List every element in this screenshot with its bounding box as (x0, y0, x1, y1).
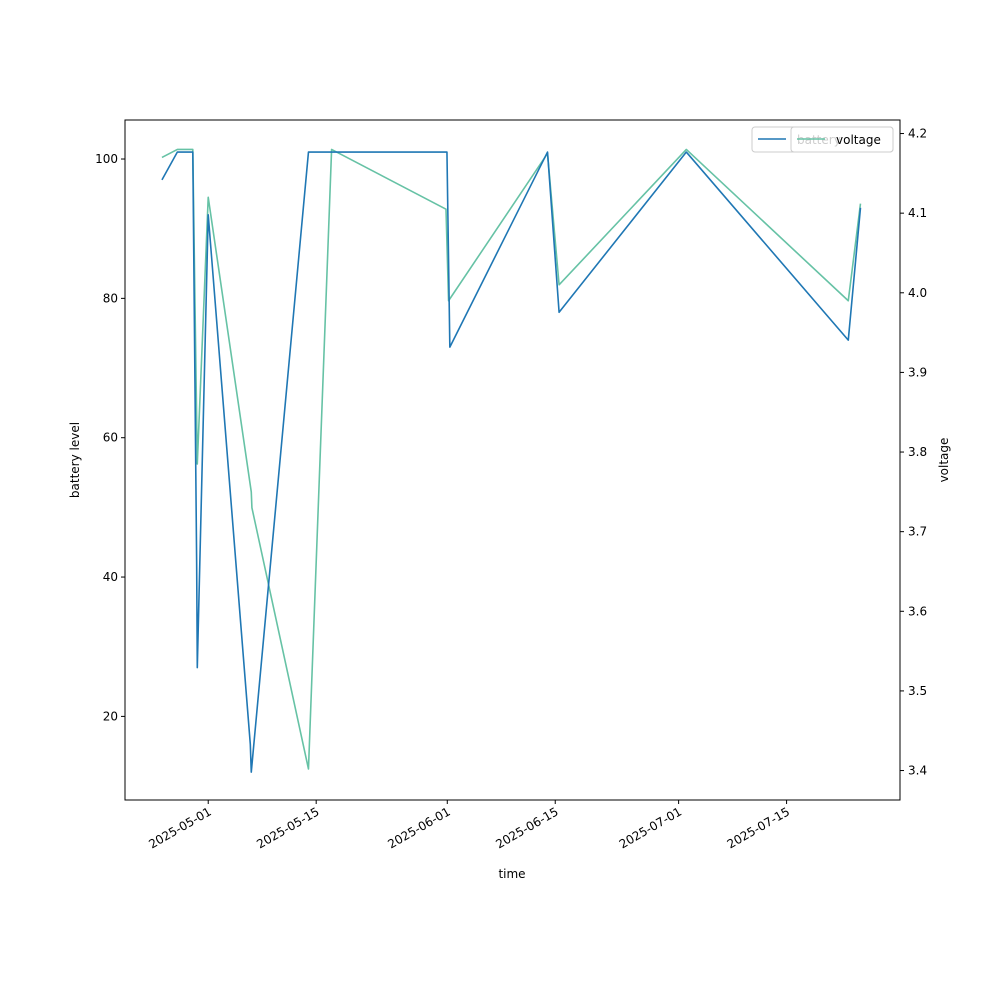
left-y-tick-label: 80 (103, 291, 118, 305)
x-axis-ticks: 2025-05-01 2025-05-15 2025-06-01 2025-06-15… (146, 800, 792, 851)
left-y-tick-label: 100 (95, 152, 118, 166)
right-y-tick-label: 3.4 (908, 764, 927, 778)
x-tick-label: 2025-06-15 (493, 804, 560, 851)
plot-background (125, 120, 900, 800)
right-y-axis-ticks: 3.4 3.5 3.6 3.7 3.8 3.9 4.0 4.1 4.2 (900, 127, 927, 778)
x-axis-title: time (498, 867, 525, 881)
x-tick-label: 2025-06-01 (385, 804, 452, 851)
plot-frame (124, 119, 901, 801)
x-tick-label: 2025-07-01 (617, 804, 684, 851)
right-y-tick-label: 4.1 (908, 206, 927, 220)
x-tick-label: 2025-05-15 (254, 804, 321, 851)
legend-layer: batteryvoltage (751, 126, 894, 153)
right-y-tick-label: 3.6 (908, 604, 927, 618)
right-y-tick-label: 3.7 (908, 525, 927, 539)
left-y-axis-ticks: 20 40 60 80 100 (95, 152, 125, 723)
right-y-tick-label: 4.0 (908, 286, 927, 300)
right-y-tick-label: 4.2 (908, 127, 927, 141)
x-tick-label: 2025-07-15 (725, 804, 792, 851)
left-y-tick-label: 40 (103, 570, 118, 584)
left-y-tick-label: 60 (103, 431, 118, 445)
left-y-tick-label: 20 (103, 709, 118, 723)
legend-label-voltage: voltage (836, 133, 881, 147)
left-y-axis-title: battery level (68, 422, 82, 498)
series-line-battery (161, 151, 862, 773)
right-y-tick-label: 3.5 (908, 684, 927, 698)
right-y-axis-title: voltage (937, 438, 951, 483)
series-layer (161, 148, 862, 773)
x-tick-label: 2025-05-01 (146, 804, 213, 851)
right-y-tick-label: 3.8 (908, 445, 927, 459)
right-y-tick-label: 3.9 (908, 365, 927, 379)
legend-box-voltage (790, 126, 894, 153)
